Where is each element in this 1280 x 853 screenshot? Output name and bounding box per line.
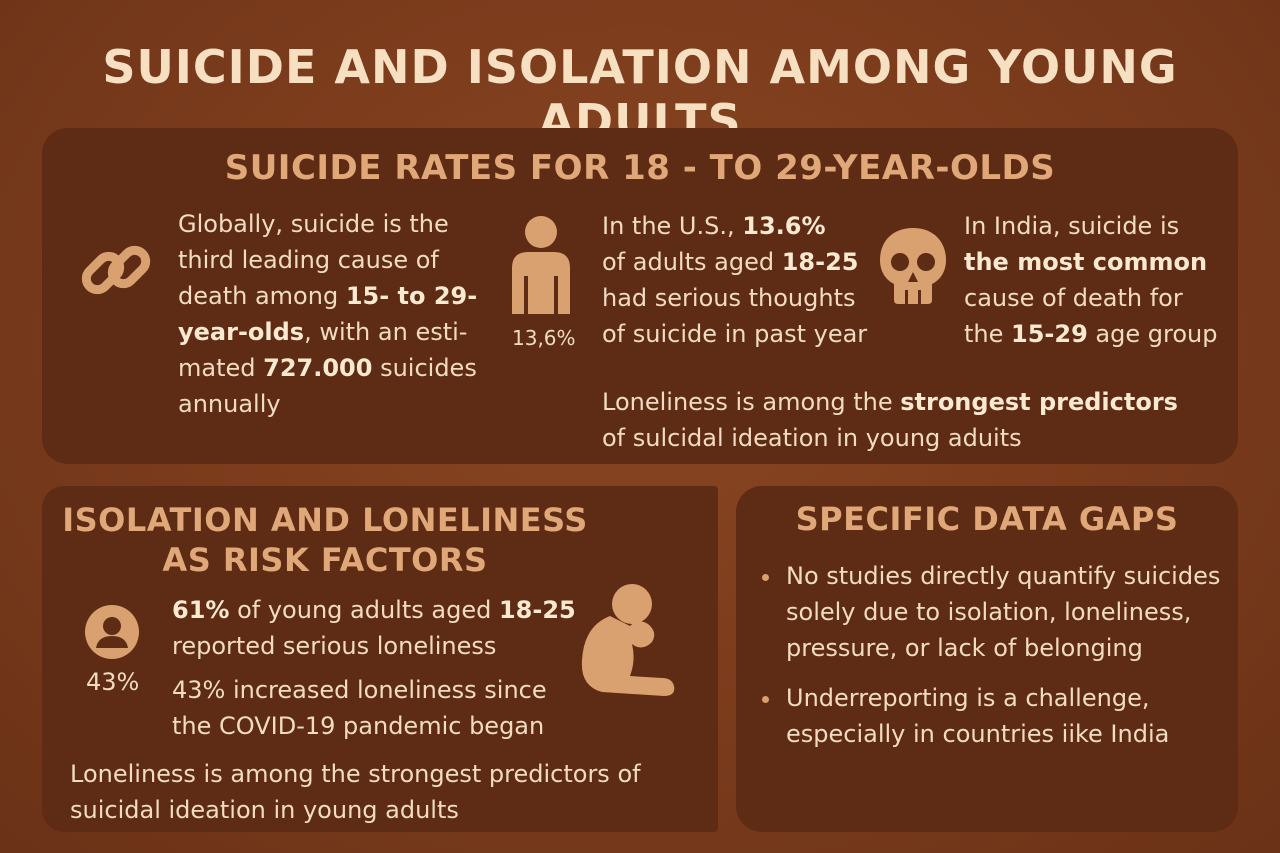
loneliness-note: Loneliness is among the strongest predic… — [602, 388, 1178, 452]
user-circle-icon — [84, 604, 140, 660]
isolation-note: Loneliness is among the strongest predic… — [70, 760, 641, 824]
skull-icon — [878, 226, 948, 306]
us-stat-text: In the U.S., 13.6% of adults aged 18-25 … — [602, 212, 868, 348]
sitting-head-in-hands-icon — [572, 582, 682, 702]
isolation-heading: ISOLATION AND LONELINESS AS RISK FACTORS — [62, 501, 588, 579]
india-stat-text: In India, suicide is the most common cau… — [964, 212, 1218, 348]
person-icon — [508, 214, 574, 318]
page-title: SUICIDE AND ISOLATION AMONG YOUNG ADULTS — [102, 40, 1178, 148]
loneliness-fact-1: 61% of young adults aged 18-25 reported … — [172, 596, 576, 660]
isolation-panel: ISOLATION AND LONELINESS AS RISK FACTORS… — [42, 486, 718, 832]
suicide-rates-heading: SUICIDE RATES FOR 18 - TO 29-YEAR-OLDS — [224, 148, 1056, 188]
data-gaps-heading: SPECIFIC DATA GAPS — [795, 500, 1179, 538]
suicide-rates-panel: SUICIDE RATES FOR 18 - TO 29-YEAR-OLDS G… — [42, 128, 1238, 464]
us-stat-caption: 13,6% — [512, 326, 576, 350]
list-item: No studies directly quantify suicides so… — [736, 558, 1236, 666]
list-item: Underreporting is a challenge, especiall… — [736, 680, 1236, 752]
global-stat-text: Globally, suicide is the third leading c… — [178, 210, 478, 418]
data-gaps-panel: SPECIFIC DATA GAPS No studies directly q… — [736, 486, 1238, 832]
isolation-icon-caption: 43% — [86, 668, 140, 696]
chain-link-icon — [78, 232, 154, 308]
data-gaps-list: No studies directly quantify suicides so… — [736, 558, 1236, 766]
loneliness-fact-2: 43% increased loneliness since the COVID… — [172, 676, 547, 740]
bullet-icon — [762, 574, 769, 581]
bullet-icon — [762, 696, 769, 703]
